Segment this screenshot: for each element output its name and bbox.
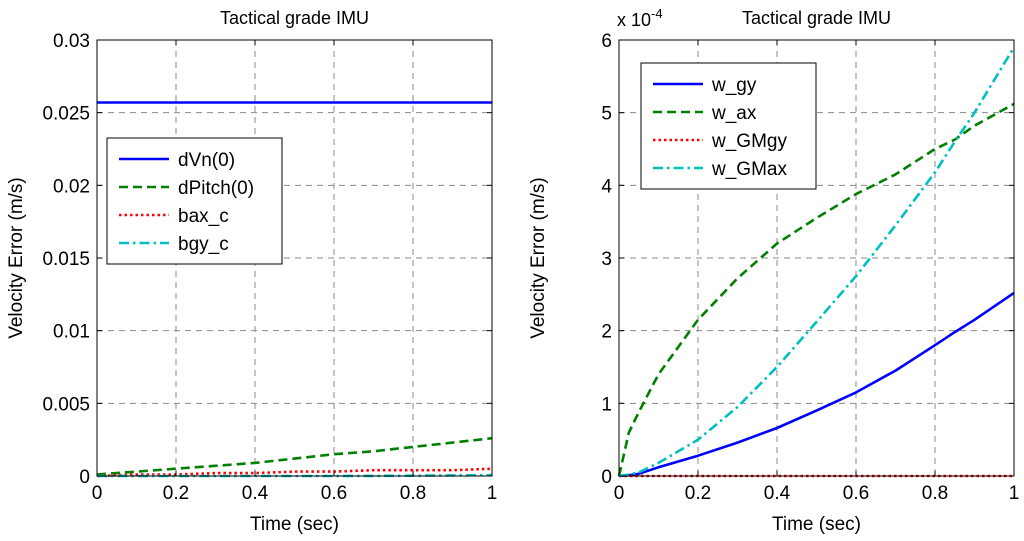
chart-title: Tactical grade IMU bbox=[220, 8, 369, 28]
x-tick-label: 1 bbox=[1009, 483, 1020, 504]
y-tick-label: 0 bbox=[79, 467, 90, 488]
legend-label: dPitch(0) bbox=[178, 178, 254, 199]
y-axis-label: Velocity Error (m/s) bbox=[528, 177, 549, 339]
x-tick-label: 0.2 bbox=[685, 483, 711, 504]
y-tick-label: 1 bbox=[601, 394, 612, 415]
y-tick-label: 0.015 bbox=[42, 249, 90, 270]
legend: dVn(0) dPitch(0) bax_c bgy_c bbox=[106, 137, 283, 265]
chart-right: 0 0.2 0.4 0.6 0.8 1 0 1 2 3 4 5 6 Tactical grade IMU T… bbox=[528, 6, 1019, 535]
legend: w_gy w_ax w_GMgy w_GMax bbox=[640, 62, 817, 190]
x-tick-label: 0 bbox=[92, 483, 103, 504]
y-tick-label: 0.03 bbox=[53, 31, 90, 52]
y-tick-label: 0.025 bbox=[42, 104, 90, 125]
legend-label: w_GMax bbox=[711, 159, 787, 180]
x-tick-label: 0.8 bbox=[922, 483, 948, 504]
y-tick-label: 6 bbox=[601, 31, 612, 52]
chart-left: 0 0.2 0.4 0.6 0.8 1 0 0.005 0.01 0.015 0.02 0.025 0.… bbox=[6, 8, 497, 535]
x-tick-label: 0.4 bbox=[242, 483, 269, 504]
legend-box bbox=[106, 137, 283, 265]
y-scale-multiplier: x 10-4 bbox=[617, 6, 663, 30]
y-tick-label: 2 bbox=[601, 322, 612, 343]
x-tick-label: 0.2 bbox=[163, 483, 189, 504]
series-line-w_ax bbox=[617, 102, 1015, 477]
y-tick-label: 3 bbox=[601, 249, 612, 270]
x-tick-label: 0.6 bbox=[321, 483, 347, 504]
series-line-w_GMax bbox=[618, 46, 1016, 478]
y-axis-label: Velocity Error (m/s) bbox=[6, 177, 27, 339]
legend-label: bax_c bbox=[178, 206, 229, 227]
y-tick-label: 0.01 bbox=[53, 322, 90, 343]
y-tick-label: 0.02 bbox=[53, 176, 90, 197]
chart-title: Tactical grade IMU bbox=[742, 8, 891, 28]
legend-label: dVn(0) bbox=[178, 150, 235, 171]
series-line-w_gy bbox=[618, 291, 1015, 478]
x-tick-label: 0.4 bbox=[764, 483, 791, 504]
x-axis-label: Time (sec) bbox=[250, 514, 339, 535]
y-tick-label: 5 bbox=[601, 104, 612, 125]
y-tick-label: 0 bbox=[601, 467, 612, 488]
x-tick-label: 0 bbox=[614, 483, 625, 504]
legend-label: w_ax bbox=[711, 103, 757, 124]
x-tick-label: 0.8 bbox=[400, 483, 426, 504]
legend-label: w_gy bbox=[711, 75, 757, 96]
y-tick-label: 0.005 bbox=[42, 394, 90, 415]
x-tick-label: 0.6 bbox=[843, 483, 869, 504]
y-tick-label: 4 bbox=[601, 176, 612, 197]
x-axis-label: Time (sec) bbox=[772, 514, 861, 535]
x-tick-label: 1 bbox=[487, 483, 498, 504]
legend-label: bgy_c bbox=[178, 234, 229, 255]
legend-label: w_GMgy bbox=[711, 131, 787, 152]
series-line-dPitch(0) bbox=[96, 436, 493, 476]
